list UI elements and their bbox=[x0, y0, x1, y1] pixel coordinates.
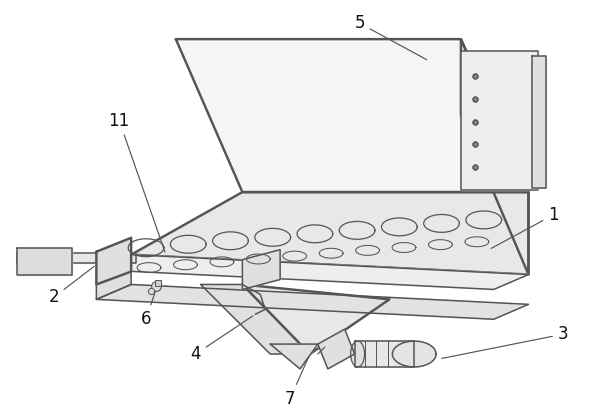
Polygon shape bbox=[461, 39, 529, 275]
Polygon shape bbox=[318, 329, 355, 369]
Polygon shape bbox=[270, 344, 318, 369]
Polygon shape bbox=[97, 255, 131, 299]
Polygon shape bbox=[532, 56, 547, 188]
Text: 4: 4 bbox=[190, 316, 253, 363]
Polygon shape bbox=[392, 341, 436, 367]
Polygon shape bbox=[355, 341, 414, 367]
Polygon shape bbox=[17, 248, 71, 275]
Polygon shape bbox=[242, 284, 389, 354]
Polygon shape bbox=[242, 250, 280, 289]
Text: 5: 5 bbox=[355, 14, 427, 60]
Text: 3: 3 bbox=[442, 325, 569, 359]
Polygon shape bbox=[176, 39, 529, 192]
Text: 11: 11 bbox=[109, 112, 165, 252]
Polygon shape bbox=[350, 341, 365, 367]
Polygon shape bbox=[97, 238, 131, 284]
Text: 6: 6 bbox=[141, 292, 155, 328]
Polygon shape bbox=[461, 51, 538, 190]
Polygon shape bbox=[97, 284, 529, 319]
Text: 1: 1 bbox=[491, 206, 559, 249]
Polygon shape bbox=[97, 255, 529, 289]
Polygon shape bbox=[131, 192, 529, 275]
Text: 7: 7 bbox=[285, 356, 309, 408]
Text: 2: 2 bbox=[49, 266, 94, 306]
Polygon shape bbox=[17, 253, 136, 263]
Polygon shape bbox=[200, 284, 310, 354]
